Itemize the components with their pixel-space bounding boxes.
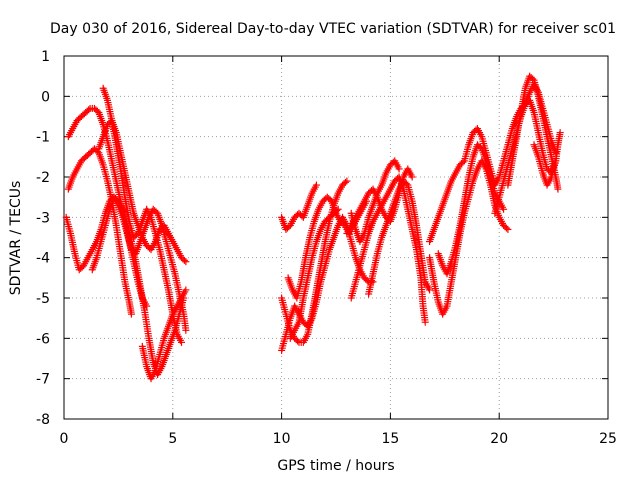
y-tick-label: -8: [36, 412, 50, 428]
data-point: [312, 181, 320, 189]
y-tick-label: -7: [36, 372, 50, 388]
x-tick-label: 10: [273, 431, 291, 447]
data-point: [500, 205, 508, 213]
x-tick-label: 15: [381, 431, 399, 447]
data-point: [180, 256, 188, 264]
data-point: [402, 180, 410, 188]
y-tick-label: -1: [36, 130, 50, 146]
data-point: [178, 338, 186, 346]
x-tick-label: 5: [168, 431, 177, 447]
y-tick-labels: -8 -7 -6 -5 -4 -3 -2 -1 0 1: [36, 49, 50, 428]
data-point: [421, 318, 429, 326]
data-point: [333, 207, 341, 215]
chart-title: Day 030 of 2016, Sidereal Day-to-day VTE…: [50, 21, 616, 37]
data-point: [554, 185, 562, 193]
y-tick-label: -5: [36, 291, 50, 307]
data-point: [459, 158, 467, 166]
data-point: [85, 106, 93, 114]
y-axis-label: SDTVAR / TECUs: [8, 181, 24, 296]
data-point: [182, 326, 190, 334]
axis-ticks: [63, 55, 609, 420]
data-point: [343, 177, 351, 185]
y-tick-label: -2: [36, 170, 50, 186]
data-point: [143, 302, 151, 310]
data-point: [502, 224, 510, 232]
data-point: [426, 286, 434, 294]
y-tick-label: 0: [41, 89, 50, 105]
y-tick-label: -6: [36, 331, 50, 347]
data-point: [334, 205, 342, 213]
data-points: [62, 72, 564, 383]
data-point: [294, 337, 302, 345]
data-point: [504, 225, 512, 233]
plot-frame: [63, 55, 609, 420]
y-tick-label: 1: [41, 49, 50, 65]
data-point: [556, 129, 564, 137]
data-point: [182, 258, 190, 266]
y-tick-label: -3: [36, 210, 50, 226]
gridlines: [64, 56, 608, 419]
data-point: [182, 286, 190, 294]
data-point: [529, 75, 537, 83]
data-point: [395, 165, 403, 173]
x-axis-label: GPS time / hours: [277, 458, 394, 474]
x-tick-label: 20: [490, 431, 508, 447]
x-tick-labels: 0 5 10 15 20 25: [60, 431, 617, 447]
x-tick-label: 25: [599, 431, 617, 447]
y-tick-label: -4: [36, 251, 50, 267]
x-tick-label: 0: [60, 431, 69, 447]
data-point: [127, 310, 135, 318]
data-point: [408, 173, 416, 181]
data-point: [341, 178, 349, 186]
